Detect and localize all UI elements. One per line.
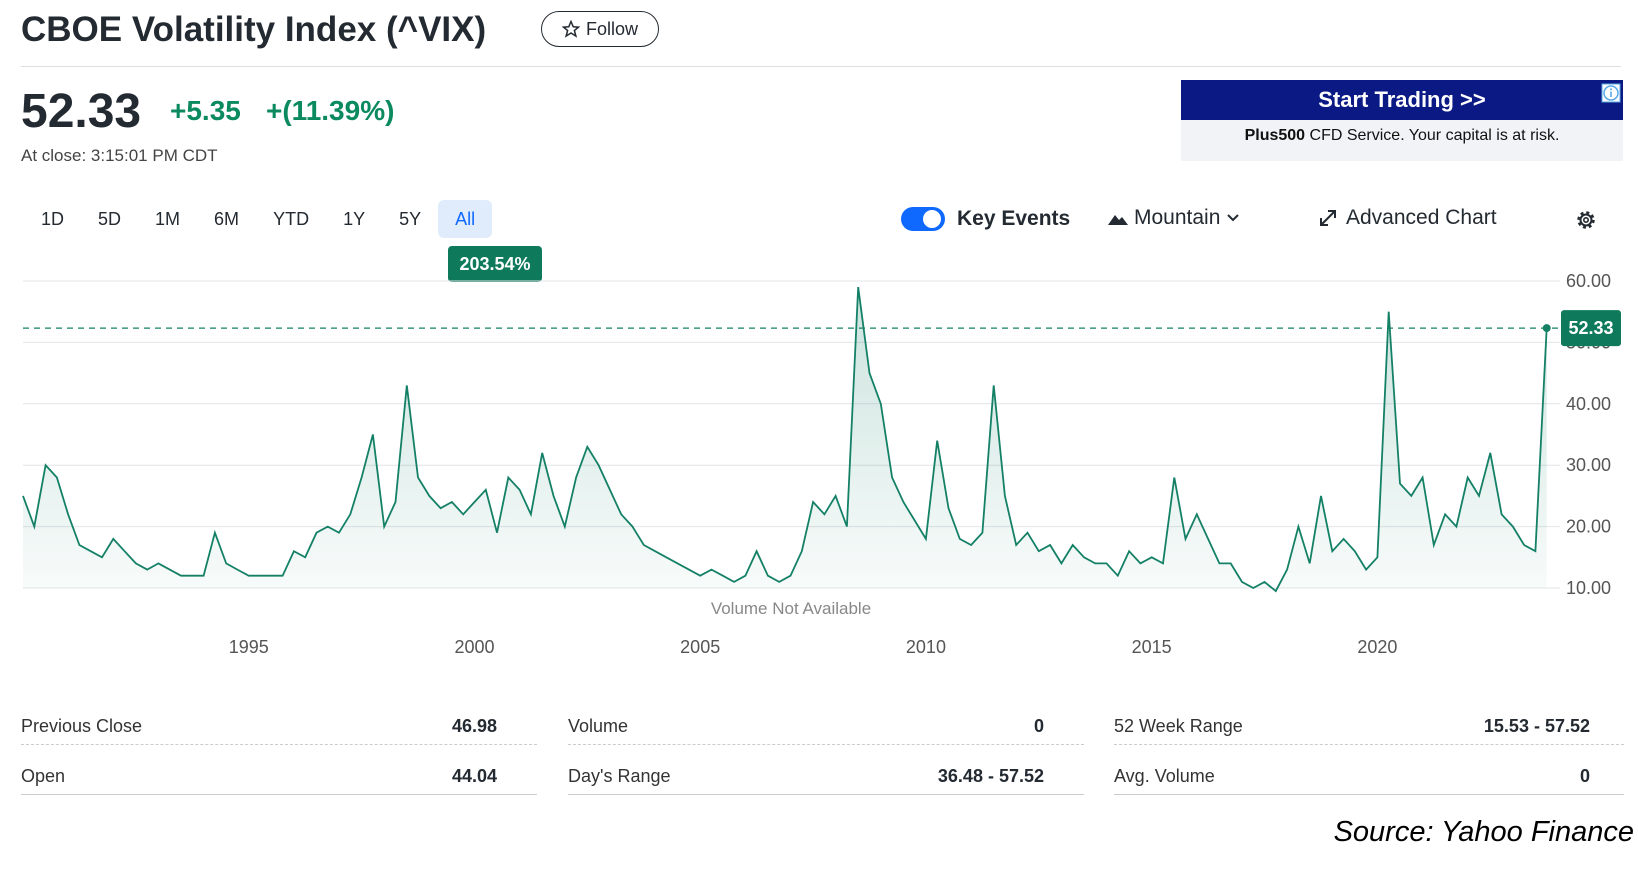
- x-tick-label: 2015: [1132, 637, 1172, 657]
- expand-icon: [1320, 210, 1336, 226]
- stats-row: Previous Close 46.98 Volume 0 52 Week Range 1…: [21, 712, 1624, 756]
- stat-divider: [1114, 744, 1624, 745]
- chart: 10.0020.0030.0040.0050.0060.001995200020…: [22, 271, 1621, 657]
- ad-button[interactable]: Start Trading >>: [1181, 80, 1623, 120]
- advanced-chart[interactable]: Advanced Chart: [1318, 206, 1497, 230]
- stat-value: 36.48 - 57.52: [937, 766, 1044, 786]
- star-icon: [561, 20, 580, 38]
- x-tick-label: 2010: [906, 637, 946, 657]
- range-button[interactable]: 1M: [155, 208, 181, 229]
- stat-label: Previous Close: [21, 716, 143, 736]
- ad-brand: Plus500: [1244, 127, 1306, 144]
- source: Source: Yahoo Finance: [1333, 816, 1634, 848]
- stat-value: 0: [1579, 766, 1590, 786]
- line: [22, 286, 1548, 593]
- range-button[interactable]: 1D: [41, 208, 65, 229]
- annotation: Volume Not Available: [711, 599, 871, 618]
- stat-value: 44.04: [451, 766, 497, 786]
- range-buttons: 1D 5D 1M 6M YTD 1Y 5Y All: [24, 200, 493, 238]
- chart-style-label: Mountain: [1134, 206, 1221, 229]
- stat-label: Day's Range: [568, 766, 671, 786]
- settings-icon[interactable]: [1574, 208, 1598, 232]
- stat-label: Avg. Volume: [1114, 766, 1215, 786]
- stat-label: 52 Week Range: [1114, 716, 1243, 736]
- stat-label: Volume: [568, 716, 629, 736]
- info-icon[interactable]: [1601, 83, 1621, 103]
- price-change: +5.35: [170, 95, 241, 126]
- reference-label-box: [1561, 310, 1621, 347]
- separator: [21, 66, 1621, 67]
- range-button[interactable]: 1Y: [343, 208, 366, 229]
- advanced-chart-label: Advanced Chart: [1346, 206, 1497, 229]
- range-change: 203.54%: [448, 246, 542, 282]
- stat-label: Open: [21, 766, 66, 786]
- stat-divider: [1114, 794, 1624, 795]
- range-button[interactable]: YTD: [273, 208, 310, 229]
- y-tick-label: 10.00: [1566, 578, 1611, 598]
- range-button[interactable]: All: [438, 200, 493, 238]
- ad-text: Plus500 CFD Service. Your capital is at …: [1181, 127, 1623, 145]
- x-tick-label: 2000: [454, 637, 494, 657]
- mountain-icon: [1108, 215, 1128, 225]
- stat-divider: [21, 744, 537, 745]
- follow-label: Follow: [585, 18, 638, 39]
- stat-value: 15.53 - 57.52: [1483, 716, 1590, 736]
- key-events-toggle[interactable]: [900, 206, 946, 232]
- range-button[interactable]: 5Y: [399, 208, 422, 229]
- follow-button[interactable]: Follow: [541, 11, 659, 47]
- key-events-label: Key Events: [957, 207, 1071, 230]
- ad[interactable]: Start Trading >> Plus500 CFD Service. Yo…: [1181, 80, 1623, 161]
- y-tick-label: 40.00: [1566, 394, 1611, 414]
- y-tick-label: 30.00: [1566, 455, 1611, 475]
- price: 52.33: [21, 85, 142, 138]
- stat-value: 0: [1033, 716, 1044, 736]
- stat-divider: [568, 794, 1084, 795]
- ad-disclaimer: CFD Service. Your capital is at risk.: [1305, 127, 1560, 144]
- y-tick-label: 60.00: [1566, 271, 1611, 291]
- title: CBOE Volatility Index (^VIX): [21, 10, 487, 49]
- stat-value: 46.98: [451, 716, 497, 736]
- last-point: [1542, 324, 1551, 333]
- reference-label: 52.33: [1568, 318, 1613, 338]
- y-tick-label: 20.00: [1566, 517, 1611, 537]
- x-tick-label: 1995: [229, 637, 269, 657]
- range-button[interactable]: 5D: [98, 208, 122, 229]
- price-change-percent: +(11.39%): [266, 95, 395, 126]
- area: [23, 287, 1547, 592]
- chevron: [1227, 214, 1240, 222]
- stat-divider: [21, 794, 537, 795]
- x-tick-label: 2005: [680, 637, 720, 657]
- x-tick-label: 2020: [1357, 637, 1397, 657]
- stats-row: Open 44.04 Day's Range 36.48 - 57.52 Avg. Vo…: [21, 762, 1624, 806]
- close-time: At close: 3:15:01 PM CDT: [21, 146, 218, 165]
- stat-divider: [568, 744, 1084, 745]
- range-button[interactable]: 6M: [214, 208, 240, 229]
- chart-style-menu[interactable]: Mountain: [1108, 206, 1240, 230]
